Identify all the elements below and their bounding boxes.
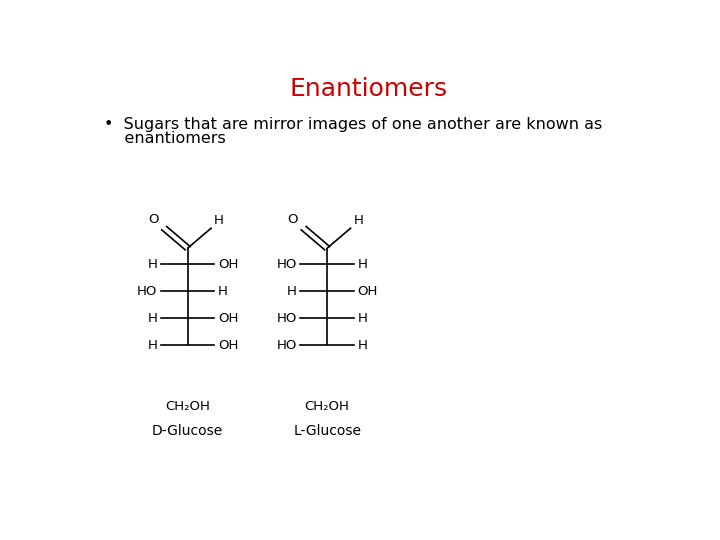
Text: HO: HO xyxy=(276,258,297,271)
Text: enantiomers: enantiomers xyxy=(104,131,225,146)
Text: L-Glucose: L-Glucose xyxy=(293,424,361,438)
Text: HO: HO xyxy=(137,285,158,298)
Text: OH: OH xyxy=(217,339,238,352)
Text: H: H xyxy=(287,285,297,298)
Text: CH₂OH: CH₂OH xyxy=(165,400,210,413)
Text: HO: HO xyxy=(276,339,297,352)
Text: H: H xyxy=(217,285,228,298)
Text: •  Sugars that are mirror images of one another are known as: • Sugars that are mirror images of one a… xyxy=(104,117,602,132)
Text: OH: OH xyxy=(217,258,238,271)
Text: O: O xyxy=(287,213,298,226)
Text: H: H xyxy=(148,339,158,352)
Text: HO: HO xyxy=(276,312,297,325)
Text: H: H xyxy=(354,214,364,227)
Text: Enantiomers: Enantiomers xyxy=(290,77,448,102)
Text: CH₂OH: CH₂OH xyxy=(305,400,350,413)
Text: OH: OH xyxy=(217,312,238,325)
Text: OH: OH xyxy=(357,285,378,298)
Text: D-Glucose: D-Glucose xyxy=(152,424,223,438)
Text: H: H xyxy=(148,312,158,325)
Text: H: H xyxy=(357,312,367,325)
Text: H: H xyxy=(148,258,158,271)
Text: H: H xyxy=(357,339,367,352)
Text: H: H xyxy=(357,258,367,271)
Text: H: H xyxy=(214,214,224,227)
Text: O: O xyxy=(148,213,158,226)
